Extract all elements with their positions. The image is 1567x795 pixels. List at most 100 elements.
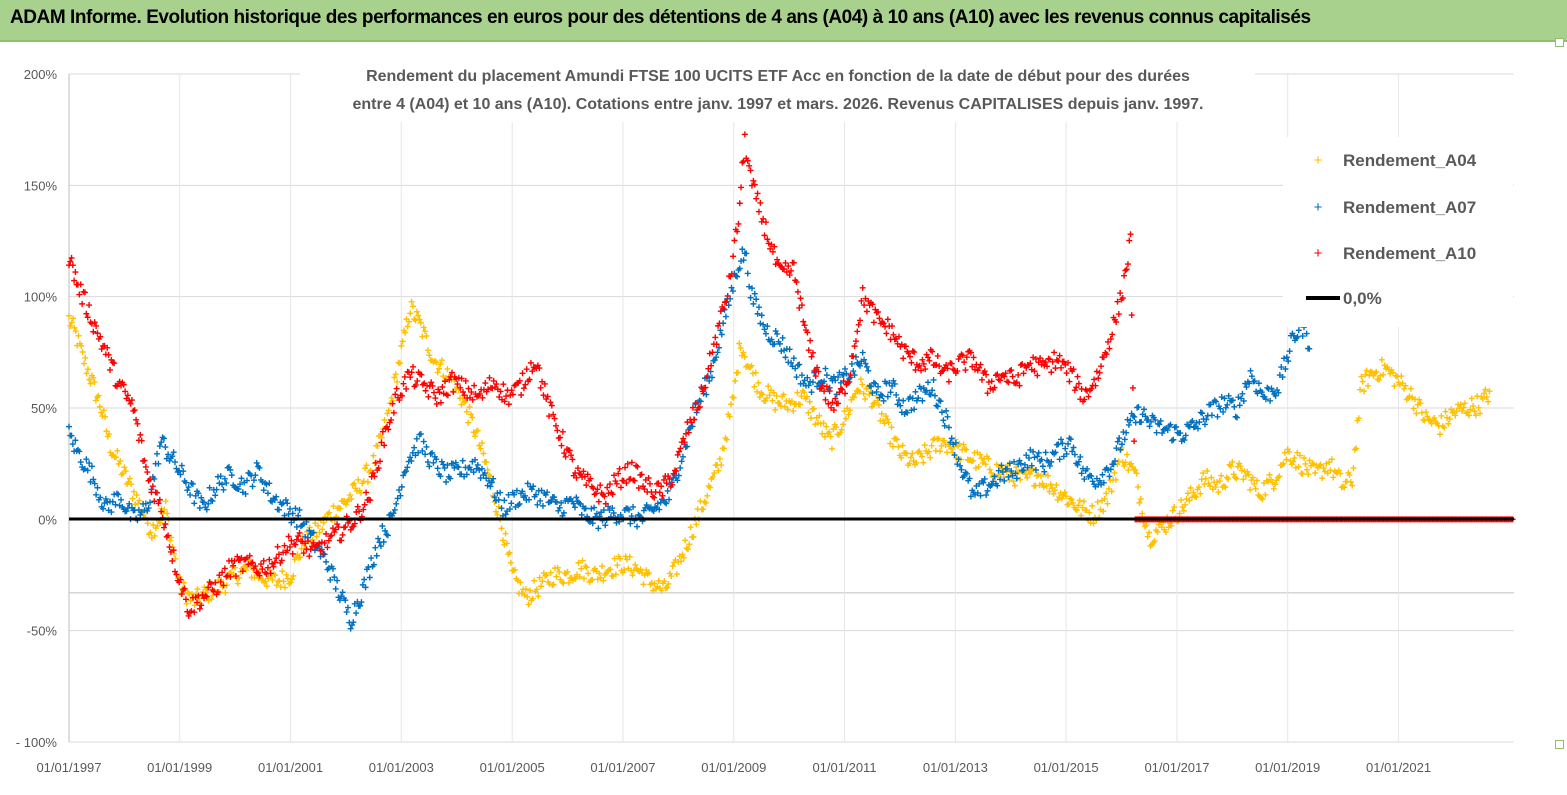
- data-point: [1337, 470, 1344, 477]
- data-point: [1481, 390, 1488, 397]
- data-point: [256, 464, 263, 471]
- data-point: [1377, 372, 1384, 379]
- data-point: [1067, 436, 1074, 443]
- data-point: [846, 407, 853, 414]
- data-point: [916, 362, 923, 369]
- data-point: [822, 365, 829, 372]
- data-point: [1216, 478, 1223, 485]
- data-point: [617, 511, 624, 518]
- data-point: [823, 423, 830, 430]
- data-point: [1156, 421, 1163, 428]
- data-point: [155, 500, 162, 507]
- data-point: [1062, 445, 1069, 452]
- data-point: [1065, 359, 1072, 366]
- data-point: [797, 401, 804, 408]
- data-point: [931, 392, 938, 399]
- data-point: [1073, 384, 1080, 391]
- data-point: [925, 448, 932, 455]
- data-point: [1299, 470, 1306, 477]
- data-point: [890, 377, 897, 384]
- data-point: [128, 397, 135, 404]
- data-point: [380, 539, 387, 545]
- data-point: [507, 559, 514, 566]
- data-point: [436, 365, 443, 372]
- data-point: [970, 457, 977, 464]
- data-point: [1080, 498, 1087, 505]
- data-point: [155, 460, 162, 467]
- data-point: [805, 347, 812, 354]
- data-point: [707, 484, 714, 491]
- data-point: [172, 459, 179, 466]
- data-point: [497, 489, 504, 496]
- data-point: [1279, 461, 1286, 468]
- resize-handle-bottom-right[interactable]: [1555, 740, 1564, 749]
- data-point: [264, 564, 271, 571]
- data-point: [1233, 475, 1240, 482]
- data-point: [584, 471, 591, 478]
- data-point: [830, 407, 837, 414]
- data-point: [869, 301, 876, 308]
- data-point: [1112, 476, 1119, 483]
- data-point: [754, 388, 761, 395]
- data-point: [519, 488, 526, 495]
- data-point: [292, 505, 299, 512]
- data-point: [918, 385, 925, 392]
- data-point: [384, 410, 391, 417]
- data-point: [285, 533, 292, 540]
- data-point: [144, 520, 151, 527]
- data-point: [402, 329, 409, 336]
- data-point: [1184, 490, 1191, 497]
- data-point: [720, 305, 727, 312]
- data-point: [1058, 436, 1065, 443]
- data-point: [1258, 389, 1265, 396]
- data-point: [709, 349, 716, 356]
- resize-handle-top-right[interactable]: [1555, 38, 1564, 47]
- data-point: [267, 570, 274, 577]
- data-point: [997, 377, 1004, 384]
- data-point: [929, 387, 936, 394]
- data-point: [161, 506, 168, 513]
- data-point: [1113, 445, 1120, 452]
- data-point: [909, 395, 916, 402]
- data-point: [1246, 380, 1253, 387]
- data-point: [714, 349, 721, 356]
- data-point: [729, 288, 736, 295]
- data-point: [804, 374, 811, 381]
- data-point: [1350, 465, 1357, 472]
- data-point: [826, 429, 833, 436]
- data-point: [120, 381, 127, 388]
- data-point: [978, 376, 985, 383]
- data-point: [408, 298, 415, 305]
- data-point: [503, 540, 510, 547]
- data-point: [893, 391, 900, 398]
- data-point: [796, 361, 803, 368]
- data-point: [597, 482, 604, 489]
- data-point: [1037, 355, 1044, 362]
- data-point: [835, 400, 842, 407]
- data-point: [1096, 477, 1103, 484]
- data-point: [1239, 390, 1246, 397]
- data-point: [883, 330, 890, 337]
- data-point: [392, 391, 399, 398]
- data-point: [1303, 330, 1310, 337]
- data-point: [573, 474, 580, 481]
- data-point: [398, 483, 405, 490]
- data-point: [651, 494, 658, 501]
- data-point: [296, 506, 303, 513]
- data-point: [1063, 370, 1070, 377]
- data-point: [429, 382, 436, 389]
- data-point: [391, 374, 398, 381]
- data-point: [792, 365, 799, 372]
- data-point: [808, 415, 815, 422]
- data-point: [1326, 459, 1333, 466]
- x-tick-label: 01/01/2017: [1144, 760, 1209, 775]
- data-point: [680, 435, 687, 442]
- data-point: [554, 427, 561, 434]
- data-point: [219, 569, 226, 576]
- data-point: [826, 388, 833, 395]
- data-point: [1157, 417, 1164, 424]
- data-point: [142, 463, 149, 470]
- data-point: [709, 474, 716, 481]
- data-point: [1181, 437, 1188, 444]
- data-point: [227, 573, 234, 580]
